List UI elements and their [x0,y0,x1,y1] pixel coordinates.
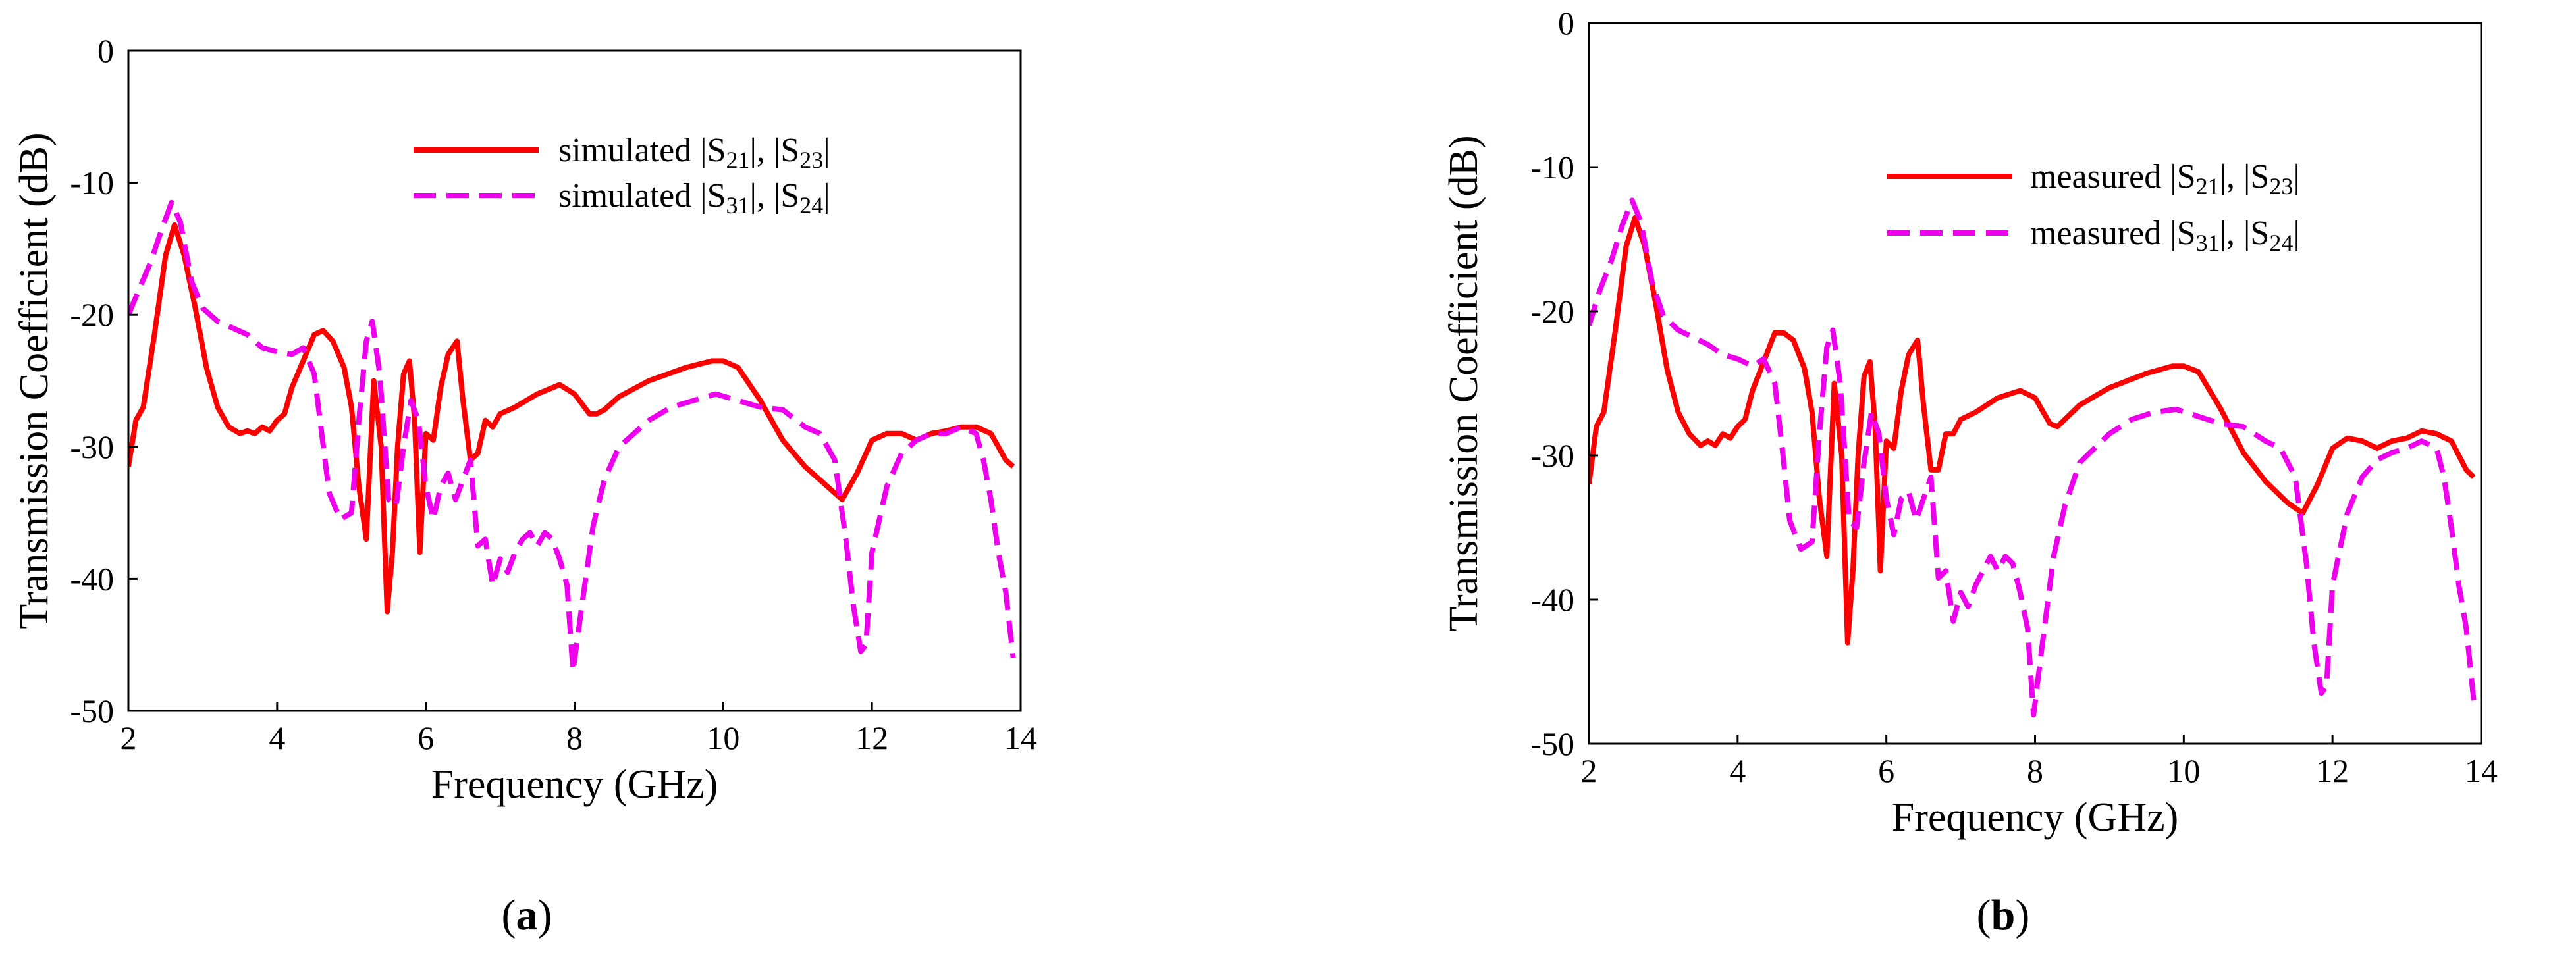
legend-text-part: | [823,132,830,169]
legend-text-part: | [2293,215,2299,252]
series-line-1 [128,222,1015,615]
series-line-2 [128,199,1016,674]
x-tick-label: 4 [1729,752,1746,789]
x-tick-label: 14 [1004,719,1037,756]
legend-text-part: |, |S [2220,158,2270,195]
x-tick-label: 4 [269,719,285,756]
y-tick-label: -50 [70,692,114,729]
y-tick-label: -20 [70,296,114,333]
x-tick-label: 2 [1581,752,1597,789]
panel-label-close: ) [538,891,552,939]
y-tick-label: 0 [97,32,114,69]
panel-label: (a) [502,891,552,939]
legend: simulated |S21|, |S23|simulated |S31|, |… [414,132,830,219]
legend-label-1: measured |S21|, |S23| [2030,158,2300,199]
panel-label: (b) [1977,891,2030,939]
legend-label-2: simulated |S31|, |S24| [558,177,830,219]
legend-text-part: simulated |S [558,132,726,169]
x-tick-label: 6 [417,719,434,756]
legend-subscript: 31 [726,192,750,219]
x-tick-label: 10 [707,719,739,756]
panel-label-open: ( [502,891,516,939]
y-axis-title: Transmission Coefficient (dB) [12,132,57,629]
legend-text-part: |, |S [750,132,800,169]
plot-frame [1588,22,2482,745]
y-tick-label: -10 [70,165,114,201]
y-axis-title: Transmission Coefficient (dB) [1441,135,1486,631]
x-tick-label: 10 [2167,752,2200,789]
legend-text-part: simulated |S [558,177,726,215]
y-tick-label: -20 [1530,293,1574,330]
legend-subscript: 31 [2196,230,2220,256]
legend-subscript: 24 [2269,230,2293,256]
series-line-1 [1589,215,2476,646]
x-axis-title: Frequency (GHz) [1892,795,2179,840]
x-tick-label: 8 [2027,752,2043,789]
legend-label-1: simulated |S21|, |S23| [558,132,830,173]
x-tick-label: 12 [2316,752,2349,789]
legend-subscript: 21 [2196,173,2220,199]
x-tick-label: 14 [2465,752,2498,789]
legend-label-2: measured |S31|, |S24| [2030,215,2300,256]
panel-label-open: ( [1977,891,1991,939]
panel-label-letter: a [516,891,538,939]
y-tick-label: -50 [1530,725,1574,762]
y-tick-label: -40 [70,560,114,597]
legend-subscript: 23 [799,147,823,173]
legend-text-part: measured |S [2030,158,2196,195]
panel-label-letter: b [1991,891,2016,939]
legend-text-part: |, |S [750,177,800,215]
legend-text-part: | [2293,158,2299,195]
legend-text-part: |, |S [2220,215,2270,252]
x-tick-label: 2 [121,719,137,756]
x-axis-title: Frequency (GHz) [431,762,718,807]
legend-text-part: | [823,177,830,215]
y-tick-label: -40 [1530,581,1574,618]
legend-subscript: 21 [726,147,750,173]
series-line-2 [1589,197,2477,718]
panel-label-close: ) [2015,891,2029,939]
y-tick-label: 0 [1558,5,1574,41]
legend-text-part: measured |S [2030,215,2196,252]
legend-subscript: 24 [799,192,823,219]
x-tick-label: 6 [1878,752,1894,789]
y-tick-label: -30 [70,428,114,465]
y-tick-label: -30 [1530,437,1574,474]
x-tick-label: 8 [566,719,583,756]
legend-subscript: 23 [2269,173,2293,199]
legend: measured |S21|, |S23|measured |S31|, |S2… [1887,158,2300,256]
y-tick-label: -10 [1530,149,1574,186]
x-tick-label: 12 [855,719,888,756]
